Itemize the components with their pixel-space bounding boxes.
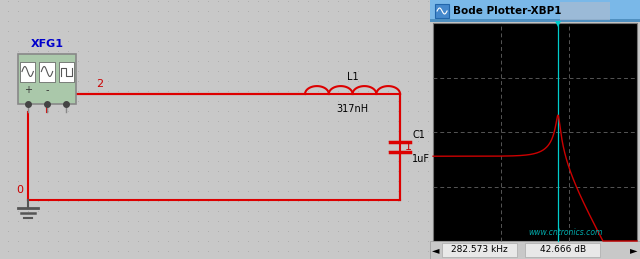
Text: ►: ► <box>630 245 637 255</box>
Bar <box>20 61 35 82</box>
Bar <box>442 243 517 257</box>
Text: 1uF: 1uF <box>412 154 430 164</box>
Bar <box>435 4 449 18</box>
Text: 1: 1 <box>405 142 412 152</box>
Text: 0: 0 <box>16 185 23 195</box>
Text: XFG1: XFG1 <box>31 39 63 49</box>
Text: Bode Plotter-XBP1: Bode Plotter-XBP1 <box>453 6 561 16</box>
Bar <box>39 61 54 82</box>
Text: www.cntronics.com: www.cntronics.com <box>529 228 603 237</box>
Text: C1: C1 <box>412 130 425 140</box>
Bar <box>430 0 640 22</box>
Text: 42.666 dB: 42.666 dB <box>540 246 586 255</box>
Text: 317nH: 317nH <box>337 104 369 114</box>
Bar <box>525 243 600 257</box>
Text: ◄: ◄ <box>433 245 440 255</box>
Bar <box>560 2 610 20</box>
Bar <box>433 23 637 241</box>
Text: L1: L1 <box>347 72 358 82</box>
Text: 2: 2 <box>97 79 104 89</box>
Bar <box>430 19 640 22</box>
Bar <box>18 54 76 104</box>
Text: 282.573 kHz: 282.573 kHz <box>451 246 508 255</box>
Text: +: + <box>24 85 31 95</box>
Bar <box>430 241 640 259</box>
Bar <box>59 61 74 82</box>
Text: -: - <box>45 85 49 95</box>
